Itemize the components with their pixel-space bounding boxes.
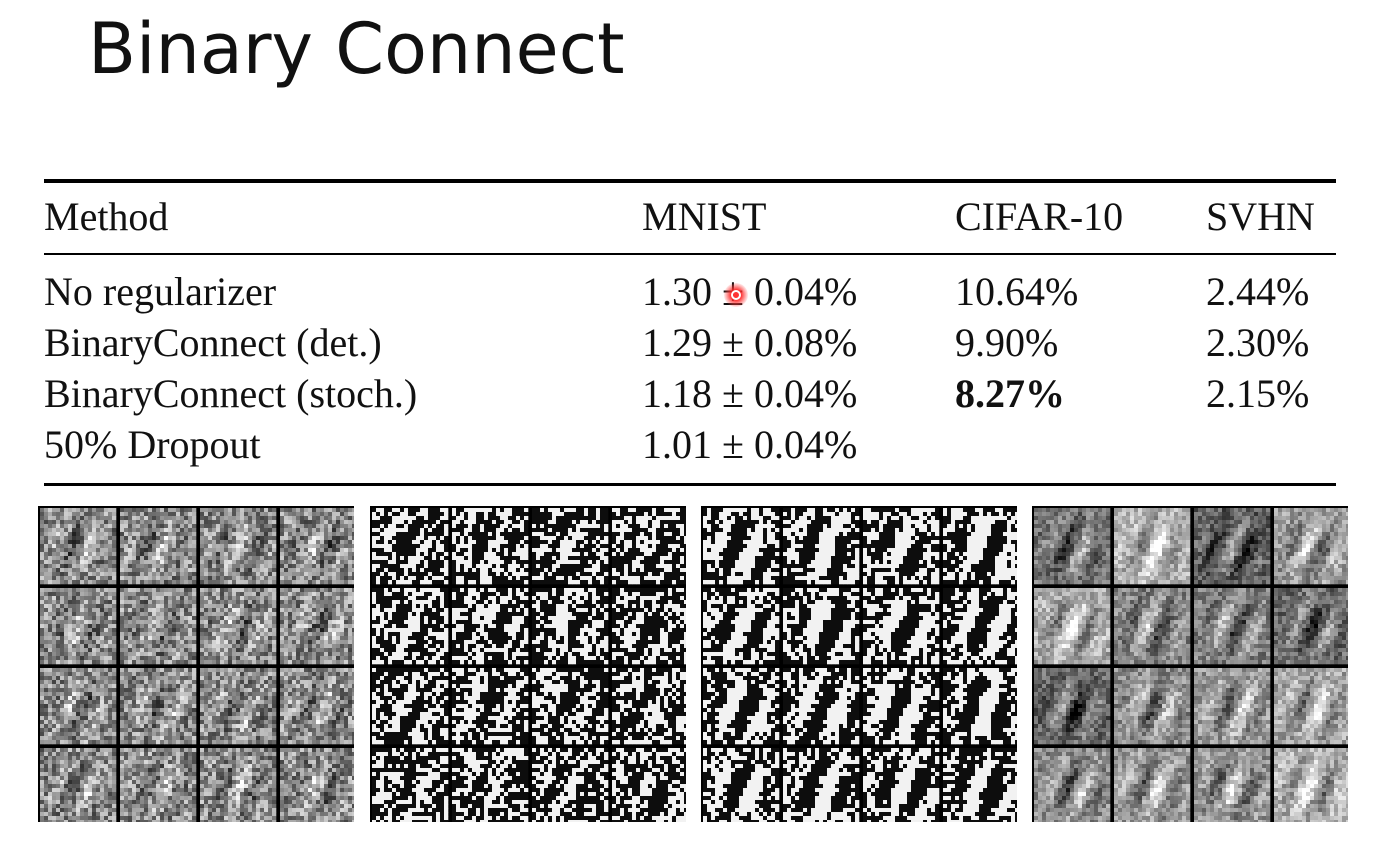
filter-tile	[280, 668, 354, 745]
table-row-2-svhn: 2.30%	[1206, 323, 1309, 363]
table-row-2-cifar10: 9.90%	[955, 323, 1058, 363]
filter-tile	[40, 588, 117, 665]
laser-pointer-icon	[724, 283, 748, 307]
filter-tile	[372, 508, 449, 585]
header-mnist: MNIST	[642, 197, 766, 237]
filter-tile	[863, 588, 940, 665]
table-row-3-cifar10-best: 8.27%	[955, 374, 1065, 414]
filter-tile	[783, 748, 860, 822]
filter-tile	[1274, 508, 1348, 585]
table-row-3-mnist: 1.18 ± 0.04%	[642, 374, 857, 414]
table-row-4-mnist: 1.01 ± 0.04%	[642, 425, 857, 465]
table-row-2-mnist: 1.29 ± 0.08%	[642, 323, 857, 363]
filter-tile	[1114, 588, 1191, 665]
filter-tile	[200, 508, 277, 585]
table-header-rule	[44, 253, 1336, 255]
filter-tile	[120, 748, 197, 822]
filter-grid-4	[1034, 508, 1348, 822]
filter-tile	[703, 748, 780, 822]
table-row-1-mnist: 1.30 ± 0.04%	[642, 272, 857, 312]
filter-tile	[943, 588, 1017, 665]
filter-tile	[280, 748, 354, 822]
filter-tile	[1034, 588, 1111, 665]
filter-tile	[120, 508, 197, 585]
filter-tile	[452, 748, 529, 822]
filter-tile	[783, 508, 860, 585]
filter-tile	[40, 748, 117, 822]
filter-tile	[863, 508, 940, 585]
filter-tile	[943, 668, 1017, 745]
filter-tile	[783, 588, 860, 665]
table-row-3-method: BinaryConnect (stoch.)	[44, 374, 417, 414]
table-row-1-method: No regularizer	[44, 272, 276, 312]
filter-panel-1	[38, 506, 354, 822]
filter-tile	[40, 668, 117, 745]
filter-tile	[372, 748, 449, 822]
table-bottom-rule	[44, 483, 1336, 486]
filter-panel-3	[701, 506, 1017, 822]
table-row-2-method: BinaryConnect (det.)	[44, 323, 382, 363]
filter-tile	[40, 508, 117, 585]
filter-tile	[1034, 668, 1111, 745]
filter-grid-3	[703, 508, 1017, 822]
filter-panel-2	[370, 506, 686, 822]
filter-tile	[703, 508, 780, 585]
filter-tile	[943, 508, 1017, 585]
filter-tile	[1194, 588, 1271, 665]
slide-title: Binary Connect	[88, 8, 625, 90]
header-svhn: SVHN	[1206, 197, 1315, 237]
filter-grid-1	[40, 508, 354, 822]
filter-tile	[452, 588, 529, 665]
filter-tile	[1034, 748, 1111, 822]
filter-tile	[1194, 508, 1271, 585]
filter-tile	[372, 588, 449, 665]
filter-tile	[200, 748, 277, 822]
filter-tile	[1114, 508, 1191, 585]
table-row-1-cifar10: 10.64%	[955, 272, 1078, 312]
filter-tile	[1114, 668, 1191, 745]
filter-tile	[612, 508, 686, 585]
filter-tile	[532, 508, 609, 585]
table-row-3-svhn: 2.15%	[1206, 374, 1309, 414]
filter-grid-2	[372, 508, 686, 822]
filter-tile	[532, 748, 609, 822]
filter-tile	[703, 668, 780, 745]
header-cifar10: CIFAR-10	[955, 197, 1123, 237]
filter-tile	[532, 588, 609, 665]
filter-tile	[452, 508, 529, 585]
table-top-rule	[44, 179, 1336, 183]
filter-tile	[200, 588, 277, 665]
filter-tile	[1274, 588, 1348, 665]
filter-tile	[1114, 748, 1191, 822]
table-row-4-method: 50% Dropout	[44, 425, 261, 465]
filter-tile	[612, 588, 686, 665]
filter-tile	[1274, 668, 1348, 745]
filter-tile	[703, 588, 780, 665]
filter-tile	[372, 668, 449, 745]
filter-tile	[532, 668, 609, 745]
filter-tile	[863, 668, 940, 745]
filter-tile	[200, 668, 277, 745]
filter-tile	[1194, 748, 1271, 822]
filter-tile	[612, 748, 686, 822]
filter-tile	[612, 668, 686, 745]
filter-tile	[120, 588, 197, 665]
filter-panel-4	[1032, 506, 1348, 822]
filter-tile	[1274, 748, 1348, 822]
filter-tile	[120, 668, 197, 745]
filter-tile	[943, 748, 1017, 822]
filter-tile	[783, 668, 860, 745]
filter-tile	[863, 748, 940, 822]
filter-tile	[452, 668, 529, 745]
filter-tile	[1034, 508, 1111, 585]
filter-tile	[280, 588, 354, 665]
filter-tile	[280, 508, 354, 585]
header-method: Method	[44, 197, 168, 237]
table-row-1-svhn: 2.44%	[1206, 272, 1309, 312]
filter-tile	[1194, 668, 1271, 745]
